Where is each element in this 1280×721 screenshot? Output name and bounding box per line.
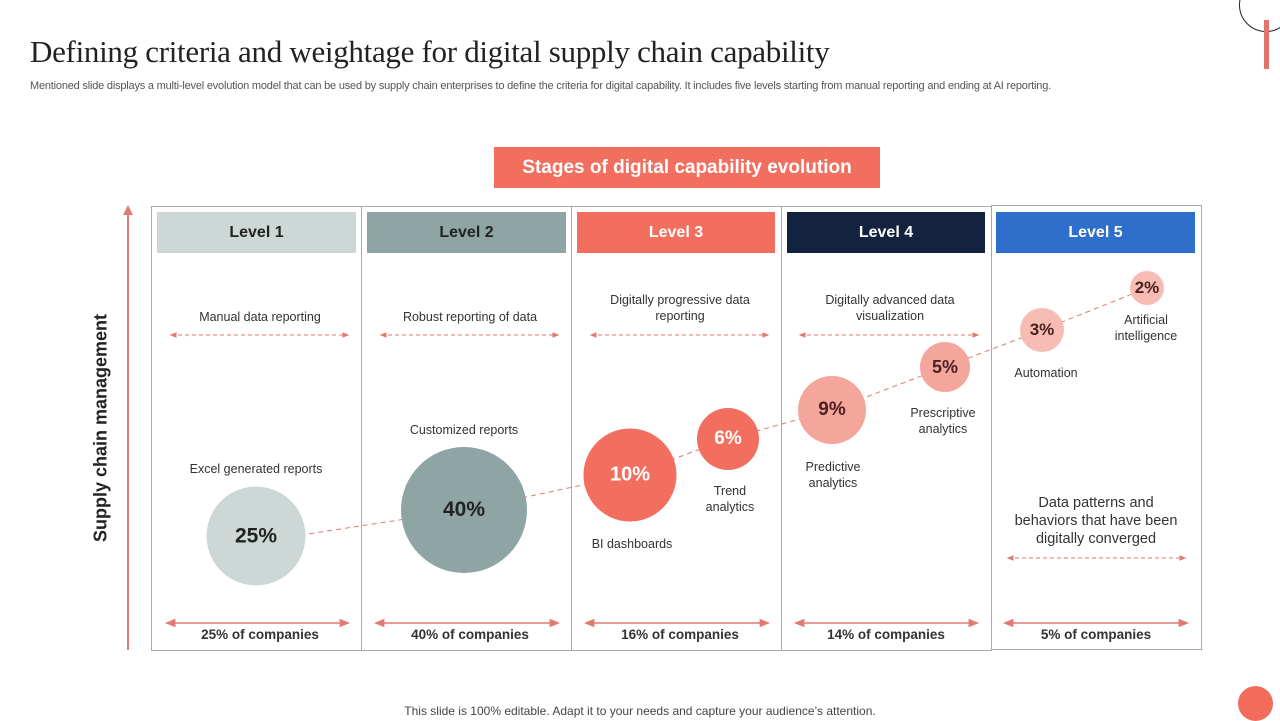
level-2-header: Level 2 <box>367 212 566 253</box>
item-label-customized-reports: Customized reports <box>409 423 519 437</box>
bubble-trend-analytics: 6% <box>697 408 759 470</box>
page-title: Defining criteria and weightage for digi… <box>30 34 830 69</box>
level-4-description: Digitally advanced data visualization <box>825 293 955 323</box>
bubble-excel-reports: 25% <box>206 486 306 586</box>
item-label-bi-dashboards: BI dashboards <box>591 537 673 551</box>
footer-note: This slide is 100% editable. Adapt it to… <box>404 704 876 718</box>
item-label-automation: Automation <box>1014 366 1078 380</box>
level-3-companies: 16% of companies <box>621 627 739 642</box>
level-5-description: Data patterns and behaviors that have be… <box>1014 495 1178 547</box>
item-label-trend-analytics: Trend analytics <box>705 484 755 514</box>
level-4-header: Level 4 <box>787 212 985 253</box>
page-subtitle: Mentioned slide displays a multi-level e… <box>30 80 1051 92</box>
decorative-ring <box>1239 0 1280 32</box>
vertical-axis-arrow <box>127 210 129 650</box>
bubble-prescriptive-analytics: 5% <box>920 342 970 392</box>
item-label-predictive-analytics: Predictive analytics <box>805 460 861 490</box>
level-1-description: Manual data reporting <box>199 310 321 324</box>
bubble-artificial-intelligence: 2% <box>1130 271 1164 305</box>
level-5-column <box>991 205 1202 650</box>
bubble-automation: 3% <box>1020 308 1064 352</box>
level-2-description: Robust reporting of data <box>402 310 538 324</box>
decorative-dot <box>1238 686 1273 721</box>
item-label-artificial-intelligence: Artificial intelligence <box>1114 313 1178 343</box>
bubble-predictive-analytics: 9% <box>798 376 866 444</box>
decorative-bar <box>1264 20 1269 69</box>
level-4-companies: 14% of companies <box>827 627 945 642</box>
level-2-companies: 40% of companies <box>411 627 529 642</box>
level-1-companies: 25% of companies <box>201 627 319 642</box>
axis-label: Supply chain management <box>90 313 111 543</box>
level-5-header: Level 5 <box>996 212 1195 253</box>
bubble-bi-dashboards: 10% <box>583 428 677 522</box>
item-label-excel-reports: Excel generated reports <box>189 462 323 476</box>
level-3-description: Digitally progressive data reporting <box>610 293 750 323</box>
level-1-header: Level 1 <box>157 212 356 253</box>
level-5-companies: 5% of companies <box>1040 627 1152 642</box>
bubble-customized-reports: 40% <box>401 447 527 573</box>
stages-banner: Stages of digital capability evolution <box>494 147 880 188</box>
item-label-prescriptive-analytics: Prescriptive analytics <box>910 406 976 436</box>
level-3-header: Level 3 <box>577 212 775 253</box>
